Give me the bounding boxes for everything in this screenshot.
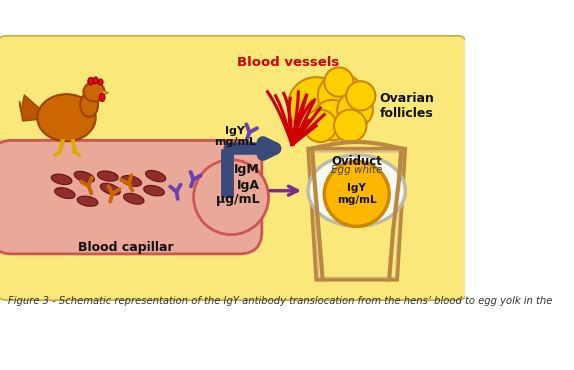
Ellipse shape	[98, 79, 103, 85]
Ellipse shape	[308, 155, 405, 226]
Ellipse shape	[98, 171, 118, 181]
Ellipse shape	[146, 171, 166, 182]
Text: IgY
mg/mL: IgY mg/mL	[214, 126, 256, 147]
Ellipse shape	[121, 175, 142, 186]
Circle shape	[312, 100, 352, 140]
Text: Figure 3 - Schematic representation of the IgY antibody translocation from the h: Figure 3 - Schematic representation of t…	[8, 296, 553, 306]
Text: IgM
IgA
μg/mL: IgM IgA μg/mL	[216, 164, 259, 206]
Ellipse shape	[123, 194, 144, 204]
Ellipse shape	[74, 171, 95, 182]
Text: Oviduct: Oviduct	[331, 155, 382, 168]
Ellipse shape	[193, 160, 269, 235]
Ellipse shape	[51, 174, 72, 185]
Circle shape	[304, 110, 336, 142]
Polygon shape	[20, 95, 39, 121]
Text: Ovarian
follicles: Ovarian follicles	[379, 91, 435, 120]
Ellipse shape	[77, 196, 98, 206]
Circle shape	[324, 67, 354, 97]
Ellipse shape	[55, 188, 75, 199]
FancyBboxPatch shape	[0, 140, 262, 254]
Text: Egg white: Egg white	[331, 165, 382, 175]
Circle shape	[318, 73, 363, 118]
Circle shape	[324, 161, 389, 226]
Ellipse shape	[99, 93, 105, 101]
Text: Blood capillar: Blood capillar	[78, 241, 173, 254]
Ellipse shape	[100, 183, 121, 195]
Circle shape	[338, 92, 373, 127]
FancyBboxPatch shape	[0, 36, 467, 300]
Circle shape	[346, 81, 375, 110]
Ellipse shape	[83, 82, 104, 101]
Text: IgY
mg/mL: IgY mg/mL	[337, 183, 377, 205]
Ellipse shape	[88, 78, 94, 85]
Circle shape	[288, 77, 344, 134]
Ellipse shape	[42, 103, 82, 129]
Circle shape	[334, 110, 366, 142]
Ellipse shape	[93, 77, 98, 84]
Polygon shape	[311, 152, 402, 277]
Ellipse shape	[80, 92, 98, 117]
Polygon shape	[308, 148, 405, 280]
Polygon shape	[102, 91, 108, 95]
Ellipse shape	[144, 185, 164, 196]
Text: Blood vessels: Blood vessels	[236, 56, 339, 69]
Ellipse shape	[37, 94, 96, 141]
